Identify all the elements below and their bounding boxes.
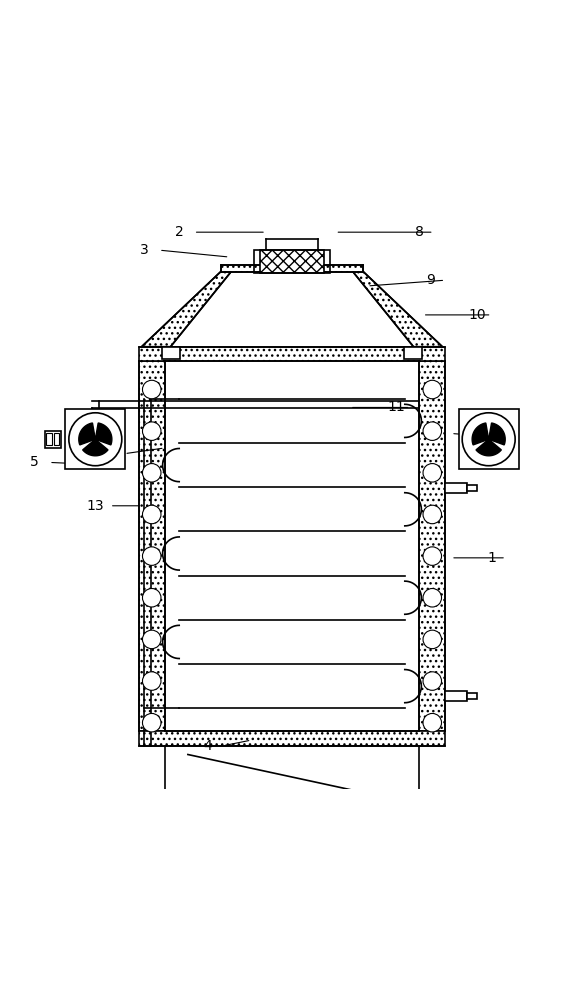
- Bar: [445, 691, 467, 701]
- Text: 1: 1: [487, 551, 496, 565]
- Circle shape: [423, 547, 442, 565]
- Circle shape: [142, 505, 161, 524]
- Bar: [221, 265, 363, 272]
- Bar: [45, 431, 61, 448]
- Circle shape: [423, 422, 442, 440]
- Bar: [445, 483, 467, 493]
- Bar: [467, 485, 477, 491]
- Circle shape: [92, 436, 98, 442]
- Circle shape: [423, 713, 442, 732]
- Circle shape: [142, 713, 161, 732]
- Circle shape: [142, 672, 161, 690]
- Text: 3: 3: [140, 243, 149, 257]
- Bar: [46, 433, 52, 445]
- Circle shape: [423, 630, 442, 649]
- Circle shape: [423, 505, 442, 524]
- Polygon shape: [489, 423, 505, 445]
- Circle shape: [423, 672, 442, 690]
- Polygon shape: [83, 439, 108, 456]
- Polygon shape: [353, 272, 443, 347]
- Circle shape: [142, 464, 161, 482]
- Bar: [65, 409, 126, 469]
- Bar: [165, 746, 419, 812]
- Circle shape: [462, 413, 515, 466]
- Circle shape: [69, 413, 122, 466]
- Text: 9: 9: [426, 273, 435, 287]
- Bar: [162, 347, 180, 359]
- Bar: [139, 361, 165, 731]
- Text: 2: 2: [175, 225, 183, 239]
- Bar: [255, 250, 329, 273]
- Circle shape: [423, 464, 442, 482]
- Polygon shape: [476, 439, 501, 456]
- Bar: [467, 693, 477, 699]
- Bar: [419, 361, 445, 731]
- Bar: [139, 347, 445, 361]
- Text: 11: 11: [387, 400, 405, 414]
- Text: 13: 13: [86, 499, 104, 513]
- Circle shape: [142, 380, 161, 399]
- Circle shape: [423, 380, 442, 399]
- Polygon shape: [95, 423, 112, 445]
- Polygon shape: [79, 423, 95, 445]
- Text: 7: 7: [106, 447, 114, 461]
- Text: 8: 8: [415, 225, 424, 239]
- Text: 10: 10: [468, 308, 486, 322]
- Circle shape: [142, 630, 161, 649]
- Bar: [260, 250, 324, 273]
- Bar: [404, 347, 422, 359]
- Text: 4: 4: [204, 739, 213, 753]
- Circle shape: [486, 436, 492, 442]
- Bar: [458, 409, 519, 469]
- Polygon shape: [472, 423, 489, 445]
- Bar: [54, 433, 60, 445]
- Circle shape: [142, 547, 161, 565]
- Circle shape: [142, 589, 161, 607]
- Circle shape: [423, 589, 442, 607]
- Bar: [139, 731, 445, 746]
- Circle shape: [142, 422, 161, 440]
- Text: 12: 12: [483, 431, 500, 445]
- Text: 5: 5: [30, 455, 39, 469]
- Polygon shape: [141, 272, 231, 347]
